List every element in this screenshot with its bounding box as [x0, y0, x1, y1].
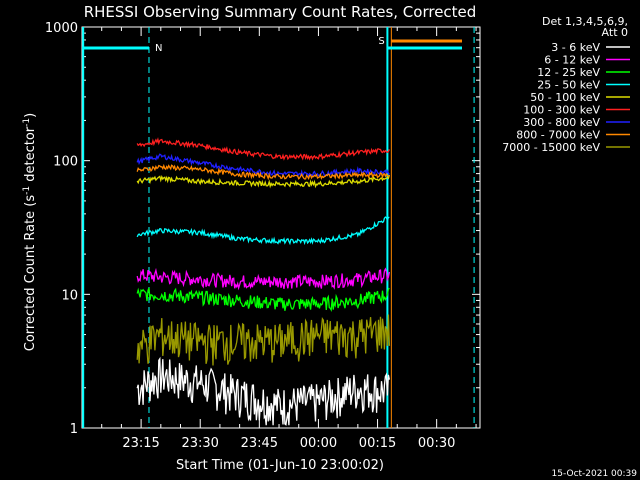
x-tick-label: 23:45: [241, 436, 278, 451]
x-axis-label: Start Time (01-Jun-10 23:00:02): [176, 458, 384, 473]
x-tick-label: 23:15: [122, 436, 159, 451]
series-line: [136, 314, 391, 366]
x-tick-label: 00:15: [359, 436, 396, 451]
legend-entry: 25 - 50 keV: [537, 79, 600, 92]
x-tick-label: 00:00: [300, 436, 337, 451]
series-line: [136, 153, 390, 178]
y-axis-label: Corrected Count Rate (s-1 detector-1): [22, 113, 38, 351]
legend-entry: 3 - 6 keV: [551, 41, 600, 54]
chart-marks: NS: [82, 27, 475, 428]
legend-entry: 7000 - 15000 keV: [502, 141, 600, 154]
series-line: [136, 216, 390, 246]
series-line: [136, 287, 390, 313]
y-tick-label: 100: [53, 155, 78, 170]
series-line: [136, 163, 390, 181]
night-marker: N: [155, 43, 162, 54]
y-tick-label: 1000: [45, 21, 78, 36]
y-tick-label: 10: [61, 288, 78, 303]
legend-entry: 300 - 800 keV: [523, 116, 600, 129]
series-line: [136, 137, 390, 161]
legend-entry: 6 - 12 keV: [544, 54, 600, 67]
series-line: [136, 267, 391, 291]
series-line: [136, 356, 391, 426]
saa-marker: S: [378, 36, 384, 47]
legend-entry: 50 - 100 keV: [530, 91, 600, 104]
y-tick-label: 1: [70, 422, 78, 437]
x-tick-label: 00:30: [418, 436, 455, 451]
plot-frame: [81, 26, 481, 429]
series-line: [136, 174, 391, 189]
chart-title: RHESSI Observing Summary Count Rates, Co…: [84, 3, 477, 21]
legend-entry: 12 - 25 keV: [537, 66, 600, 79]
timestamp-label: 15-Oct-2021 00:39: [552, 469, 638, 479]
legend-header: Att 0: [602, 26, 628, 39]
legend-entry: 800 - 7000 keV: [516, 129, 600, 142]
x-tick-label: 23:30: [181, 436, 218, 451]
legend-header: Det 1,3,4,5,6,9,: [542, 15, 628, 28]
plot-axes: 1 10 100 1000 23:15 23:30 23:45 00:00 00:15 00:30: [45, 21, 481, 451]
legend-entry: 100 - 300 keV: [523, 104, 600, 117]
